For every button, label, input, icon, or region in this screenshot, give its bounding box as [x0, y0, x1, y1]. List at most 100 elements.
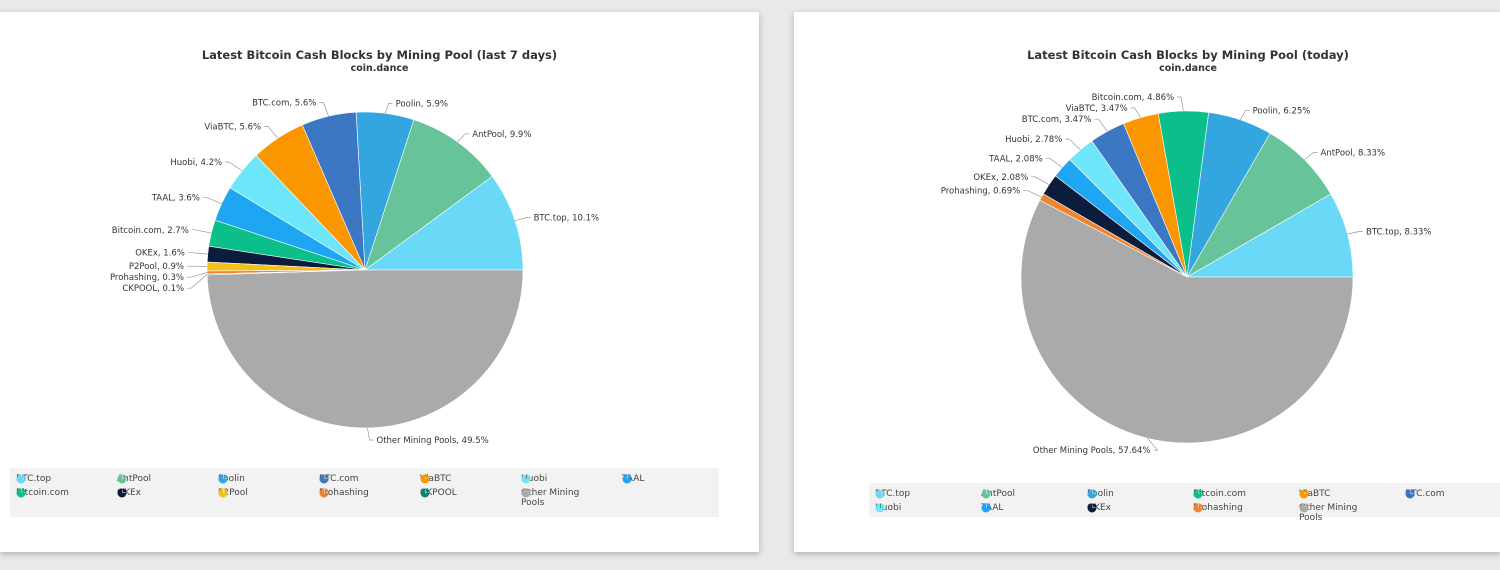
legend-label: AntPool	[117, 474, 152, 484]
legend-label: AntPool	[981, 489, 1016, 499]
pie-slice-icon	[1299, 489, 1309, 499]
slice-label-okex: OKEx, 2.08%	[973, 173, 1028, 183]
legend-item-btc-top[interactable]: BTC.top	[16, 474, 86, 484]
pie-slice-icon	[319, 474, 329, 484]
chart-subtitle: coin.dance	[350, 63, 409, 74]
pie-slice-antpool[interactable]	[364, 119, 493, 271]
pie-slice-icon	[16, 488, 26, 498]
legend-label: TAAL	[622, 474, 645, 484]
leader-line-antpool	[1304, 152, 1318, 160]
slice-label-other-mining-pools: Other Mining Pools, 57.64%	[1033, 446, 1151, 456]
slice-label-prohashing: Prohashing, 0.69%	[941, 186, 1020, 196]
legend-label: Other Mining Pools	[1299, 503, 1358, 523]
slice-label-poolin: Poolin, 5.9%	[396, 99, 448, 109]
leader-line-other-mining-pools	[1147, 437, 1159, 451]
slice-label-taal: TAAL, 2.08%	[988, 154, 1043, 164]
slice-label-taal: TAAL, 3.6%	[151, 194, 200, 204]
legend-label: BTC.top	[875, 489, 911, 499]
leader-line-huobi	[1065, 138, 1081, 151]
legend-label: Other Mining Pools	[521, 488, 580, 508]
slice-label-other-mining-pools: Other Mining Pools, 49.5%	[377, 436, 489, 446]
leader-line-taal	[202, 197, 222, 204]
pie-slice-icon	[117, 488, 127, 498]
leader-line-okex	[187, 252, 208, 255]
pie-slice-icon	[218, 488, 228, 498]
chart-legend: BTC.top AntPool Poolin BTC.com ViaBTC Huobi TA…	[10, 468, 719, 517]
legend-item-antpool[interactable]: AntPool	[117, 474, 187, 484]
slice-label-p2pool: P2Pool, 0.9%	[129, 262, 184, 272]
legend-item-taal[interactable]: TAAL	[981, 503, 1051, 513]
legend-item-antpool[interactable]: AntPool	[981, 489, 1051, 499]
pie-slice-btc-top[interactable]	[1185, 193, 1354, 278]
pie-slice-icon	[521, 488, 531, 498]
pie-slice-other-mining-pools[interactable]	[1020, 199, 1354, 444]
legend-item-ckpool[interactable]: CKPOOL	[420, 488, 490, 498]
legend-label: BTC.top	[16, 474, 52, 484]
slice-label-btc-com: BTC.com, 5.6%	[252, 99, 316, 109]
legend-item-btc-com[interactable]: BTC.com	[319, 474, 389, 484]
leader-line-viabtc	[1130, 107, 1141, 118]
pie-slice-icon	[420, 474, 430, 484]
leader-line-other-mining-pools	[367, 427, 374, 441]
slice-label-poolin: Poolin, 6.25%	[1253, 106, 1311, 116]
pie-slice-icon	[875, 503, 885, 513]
leader-line-prohashing	[1023, 189, 1042, 198]
chart-title: Latest Bitcoin Cash Blocks by Mining Poo…	[201, 48, 558, 62]
legend-item-viabtc[interactable]: ViaBTC	[1299, 489, 1369, 499]
pie-slice-icon	[117, 474, 127, 484]
legend-item-poolin[interactable]: Poolin	[218, 474, 288, 484]
leader-line-ckpool	[187, 274, 208, 289]
pie-slice-other-mining-pools[interactable]	[206, 269, 524, 429]
slice-label-btc-com: BTC.com, 3.47%	[1022, 115, 1092, 125]
legend-item-okex[interactable]: OKEx	[1087, 503, 1157, 513]
chart-card-today: Latest Bitcoin Cash Blocks by Mining Poo…	[794, 12, 1500, 552]
chart-card-7-days: Latest Bitcoin Cash Blocks by Mining Poo…	[0, 12, 759, 552]
legend-label: Prohashing	[319, 488, 369, 498]
legend-item-viabtc[interactable]: ViaBTC	[420, 474, 490, 484]
leader-line-okex	[1031, 176, 1050, 186]
slice-label-bitcoin-com: Bitcoin.com, 4.86%	[1092, 93, 1174, 103]
pie-slice-icon	[1193, 489, 1203, 499]
pie-slice-icon	[1193, 503, 1203, 513]
leader-line-bitcoin-com	[1177, 96, 1184, 112]
legend-label: BTC.com	[319, 474, 359, 484]
leader-line-taal	[1045, 157, 1063, 168]
legend-item-prohashing[interactable]: Prohashing	[1193, 503, 1263, 513]
legend-label: BTC.com	[1405, 489, 1445, 499]
pie-slice-icon	[16, 474, 26, 484]
leader-line-poolin	[1240, 109, 1250, 120]
legend-item-bitcoin-com[interactable]: Bitcoin.com	[1193, 489, 1263, 499]
legend-item-btc-top[interactable]: BTC.top	[875, 489, 945, 499]
pie-slice-icon	[1087, 503, 1097, 513]
legend-item-btc-com[interactable]: BTC.com	[1405, 489, 1475, 499]
legend-item-bitcoin-com[interactable]: Bitcoin.com	[16, 488, 86, 498]
legend-label: TAAL	[981, 503, 1004, 513]
legend-label: Poolin	[218, 474, 245, 484]
slice-label-btc-top: BTC.top, 8.33%	[1366, 228, 1432, 238]
legend-label: ViaBTC	[1299, 489, 1331, 499]
legend-item-taal[interactable]: TAAL	[622, 474, 692, 484]
pie-slice-icon	[1405, 489, 1415, 499]
legend-label: Prohashing	[1193, 503, 1243, 513]
slice-label-viabtc: ViaBTC, 3.47%	[1066, 104, 1128, 114]
slice-label-ckpool: CKPOOL, 0.1%	[122, 284, 184, 294]
slice-label-huobi: Huobi, 2.78%	[1005, 135, 1062, 145]
legend-item-okex[interactable]: OKEx	[117, 488, 187, 498]
legend-item-other-mining-pools[interactable]: Other Mining Pools	[1299, 503, 1369, 523]
leader-line-prohashing	[187, 272, 208, 278]
legend-item-huobi[interactable]: Huobi	[875, 503, 945, 513]
legend-label: Poolin	[1087, 489, 1114, 499]
leader-line-btc-top	[515, 217, 531, 222]
legend-item-p2pool[interactable]: P2Pool	[218, 488, 288, 498]
legend-item-other-mining-pools[interactable]: Other Mining Pools	[521, 488, 591, 508]
slice-label-huobi: Huobi, 4.2%	[170, 158, 222, 168]
legend-item-poolin[interactable]: Poolin	[1087, 489, 1157, 499]
legend-item-huobi[interactable]: Huobi	[521, 474, 591, 484]
pie-slice-icon	[875, 489, 885, 499]
pie-slice-antpool[interactable]	[1186, 132, 1332, 278]
legend-label: CKPOOL	[420, 488, 457, 498]
legend-item-prohashing[interactable]: Prohashing	[319, 488, 389, 498]
slice-label-antpool: AntPool, 8.33%	[1321, 149, 1386, 159]
leader-line-viabtc	[264, 126, 279, 139]
legend-label: ViaBTC	[420, 474, 452, 484]
